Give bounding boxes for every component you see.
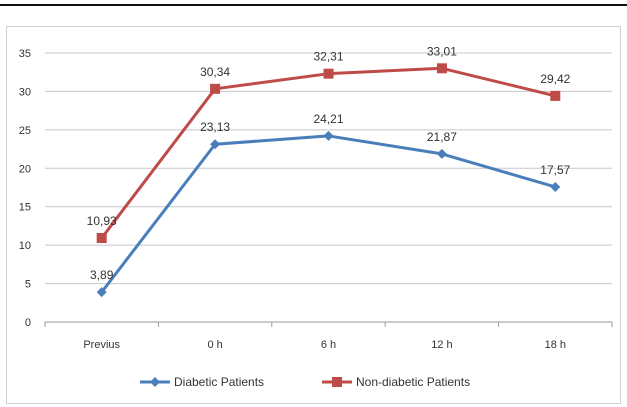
legend-marker-1: [332, 377, 342, 387]
y-tick-label-5: 5: [25, 279, 31, 291]
y-tick-label-0: 0: [25, 317, 31, 329]
y-tick-label-15: 15: [19, 202, 31, 214]
series-lines: [96, 63, 561, 298]
y-tick-label-10: 10: [19, 240, 31, 252]
y-tick-label-25: 25: [19, 125, 31, 137]
x-tick-label-4: 18 h: [545, 339, 566, 351]
y-tick-label-35: 35: [19, 48, 31, 60]
y-tick-label-30: 30: [19, 86, 31, 98]
series-0-point-1: [210, 139, 221, 150]
series-1-label-1: 30,34: [200, 65, 230, 79]
series-0-point-4: [550, 181, 561, 192]
legend-marker-0: [150, 377, 160, 387]
series-line-1: [100, 66, 556, 239]
series-0-label-4: 17,57: [540, 163, 570, 177]
gridlines: [45, 52, 612, 323]
series-1-label-3: 33,01: [427, 44, 457, 58]
series-line-0: [100, 134, 556, 294]
series-0-point-3: [436, 148, 447, 159]
chart-frame: [6, 26, 621, 404]
series-0-label-2: 24,21: [313, 112, 343, 126]
series-0-label-0: 3,89: [90, 268, 114, 282]
x-tick-label-0: Previus: [83, 339, 120, 351]
y-axis-ticks: 0 5 10 15 20 25 30 35: [19, 48, 31, 329]
x-tick-label-3: 12 h: [431, 339, 452, 351]
top-rule: [0, 4, 627, 6]
series-1-label-4: 29,42: [540, 72, 570, 86]
series-1-point-2: [323, 68, 334, 79]
series-1-point-4: [550, 90, 561, 101]
series-0-point-0: [96, 287, 107, 298]
series-1-label-0: 10,93: [87, 214, 117, 228]
series-0-label-3: 21,87: [427, 130, 457, 144]
x-tick-label-2: 6 h: [321, 339, 336, 351]
series-0-point-2: [323, 130, 334, 141]
series-1-point-3: [436, 63, 447, 74]
x-tick-label-1: 0 h: [207, 339, 222, 351]
legend: Diabetic Patients Non-diabetic Patients: [140, 375, 470, 389]
series-1-label-2: 32,31: [313, 50, 343, 64]
series-1-point-1: [210, 83, 221, 94]
series-0-label-1: 23,13: [200, 120, 230, 134]
y-tick-label-20: 20: [19, 163, 31, 175]
x-axis-ticks: Previus 0 h 6 h 12 h 18 h: [44, 322, 613, 351]
data-labels: 3,89 23,13 24,21 21,87 17,57 10,93 30,34 32,31 3…: [87, 44, 571, 282]
series-1-point-0: [96, 232, 107, 243]
legend-label-1: Non-diabetic Patients: [356, 375, 470, 389]
legend-label-0: Diabetic Patients: [174, 375, 264, 389]
